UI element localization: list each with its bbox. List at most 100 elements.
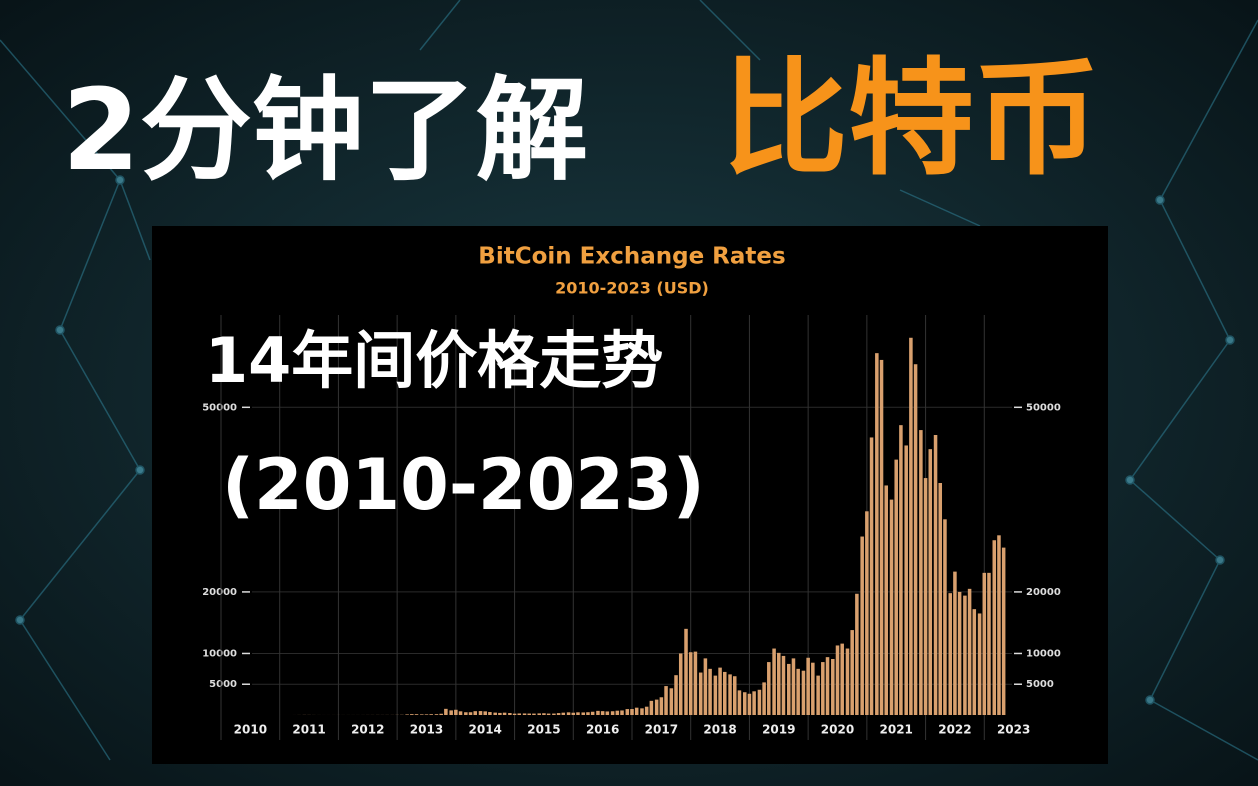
bar bbox=[894, 459, 898, 715]
bar bbox=[762, 682, 766, 715]
bar bbox=[972, 609, 977, 715]
bar bbox=[723, 671, 727, 715]
bar bbox=[498, 712, 502, 715]
bar bbox=[860, 536, 864, 715]
bar bbox=[845, 648, 850, 715]
bar bbox=[600, 711, 605, 715]
bar bbox=[884, 485, 888, 715]
bar bbox=[414, 714, 419, 715]
bar bbox=[552, 713, 556, 715]
bar bbox=[410, 714, 414, 715]
bar bbox=[889, 499, 894, 715]
network-decoration bbox=[0, 0, 1258, 761]
bar bbox=[948, 593, 952, 715]
bar bbox=[698, 672, 703, 715]
bar bbox=[801, 670, 806, 715]
bar bbox=[429, 714, 433, 715]
bar bbox=[659, 697, 664, 715]
x-tick-label: 2020 bbox=[821, 723, 854, 737]
x-tick-label: 2022 bbox=[938, 723, 971, 737]
bar bbox=[654, 699, 659, 715]
title-orange: 比特币 bbox=[722, 46, 1100, 193]
bar bbox=[674, 675, 678, 715]
bar bbox=[899, 425, 903, 715]
bar bbox=[405, 714, 409, 715]
bar bbox=[664, 686, 668, 715]
bar bbox=[449, 710, 453, 715]
bar bbox=[787, 663, 791, 715]
bar bbox=[468, 712, 473, 715]
y-tick-label: 10000 bbox=[202, 648, 237, 659]
x-tick-label: 2021 bbox=[880, 723, 913, 737]
bar bbox=[713, 675, 718, 715]
bar bbox=[684, 628, 688, 715]
x-tick-label: 2018 bbox=[703, 723, 736, 737]
bar bbox=[542, 713, 546, 715]
bar bbox=[458, 711, 463, 715]
bar bbox=[424, 714, 429, 715]
bar bbox=[693, 651, 698, 715]
bar bbox=[747, 693, 752, 715]
bar bbox=[992, 540, 997, 715]
bar bbox=[909, 337, 913, 715]
bar bbox=[478, 711, 483, 715]
bar bbox=[688, 652, 693, 715]
bar bbox=[566, 712, 571, 715]
bar bbox=[537, 713, 541, 715]
chart-subtitle: 2010-2023 (USD) bbox=[555, 279, 709, 298]
bar bbox=[875, 353, 879, 715]
bar bbox=[865, 511, 869, 715]
overlay-line2: (2010-2023) bbox=[222, 444, 705, 526]
bar bbox=[816, 675, 820, 715]
bar bbox=[464, 712, 468, 715]
bar bbox=[928, 449, 933, 715]
bar bbox=[605, 711, 610, 715]
bar bbox=[997, 535, 1001, 715]
bar bbox=[923, 478, 928, 715]
x-tick-label: 2016 bbox=[586, 723, 619, 737]
bar bbox=[522, 713, 527, 715]
bar bbox=[791, 658, 796, 715]
x-tick-label: 2019 bbox=[762, 723, 795, 737]
bar bbox=[806, 657, 810, 715]
x-tick-label: 2013 bbox=[410, 723, 443, 737]
x-tick-label: 2023 bbox=[997, 723, 1030, 737]
bar bbox=[913, 364, 918, 715]
bar bbox=[879, 359, 884, 715]
bar bbox=[840, 643, 844, 715]
bar bbox=[678, 653, 683, 715]
bar bbox=[512, 713, 517, 715]
bar bbox=[561, 712, 566, 715]
bar bbox=[703, 658, 708, 715]
bar bbox=[737, 690, 742, 715]
bar bbox=[963, 595, 967, 715]
bar bbox=[571, 712, 576, 715]
bar bbox=[850, 630, 854, 715]
overlay-line1: 14年间价格走势 bbox=[205, 324, 663, 397]
bar bbox=[502, 712, 507, 715]
bar bbox=[596, 710, 600, 715]
x-tick-label: 2017 bbox=[645, 723, 678, 737]
bar bbox=[943, 519, 947, 715]
bar bbox=[742, 692, 747, 715]
y-tick-label-right: 5000 bbox=[1026, 679, 1054, 690]
bar bbox=[493, 712, 497, 715]
bar bbox=[640, 708, 644, 715]
bar bbox=[576, 712, 580, 715]
bar bbox=[732, 676, 737, 715]
y-tick-label: 20000 bbox=[202, 587, 237, 598]
bar bbox=[1001, 547, 1006, 715]
bar bbox=[634, 707, 639, 715]
bar bbox=[669, 688, 674, 715]
bar bbox=[752, 691, 756, 715]
bar bbox=[855, 593, 859, 715]
y-tick-label-right: 10000 bbox=[1026, 648, 1061, 659]
y-tick-label-right: 20000 bbox=[1026, 587, 1061, 598]
x-tick-label: 2010 bbox=[234, 723, 267, 737]
bar bbox=[483, 711, 487, 715]
bar bbox=[977, 613, 982, 715]
bar bbox=[777, 652, 781, 715]
bar bbox=[532, 713, 536, 715]
bar bbox=[869, 437, 874, 715]
bar bbox=[781, 655, 786, 715]
